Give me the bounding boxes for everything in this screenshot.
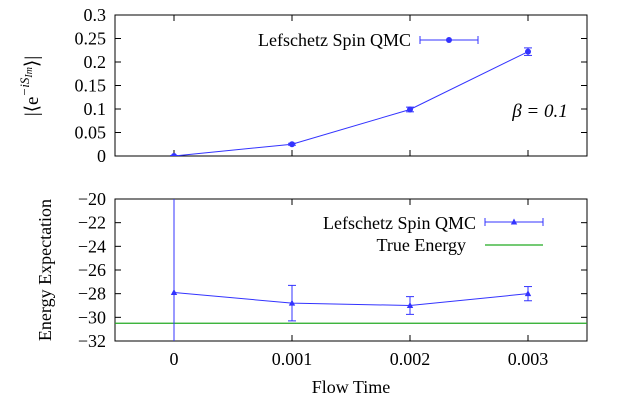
top-data-point: [407, 106, 413, 113]
top-y-tick-label: 0.15: [75, 76, 107, 96]
x-tick-label: 0: [170, 349, 179, 369]
bottom-data-point: [170, 288, 178, 295]
bottom-data-point: [524, 290, 532, 297]
bottom-y-tick-label: −28: [78, 284, 106, 304]
bottom-legend-swatches: [484, 218, 544, 246]
top-y-tick-label: 0: [97, 146, 106, 166]
bottom-y-tick-label: −20: [78, 189, 106, 209]
top-legend-label: Lefschetz Spin QMC: [258, 30, 411, 50]
svg-text:|⟨e−iSIm⟩|: |⟨e−iSIm⟩|: [17, 56, 43, 116]
top-series-line: [173, 51, 529, 156]
x-tick-label: 0.001: [272, 349, 313, 369]
bottom-y-axis-label: Energy Expectation: [35, 199, 55, 341]
top-data-point: [171, 153, 177, 156]
top-legend-marker: [446, 37, 452, 43]
bottom-series: [115, 199, 587, 341]
top-series: [170, 47, 532, 156]
bottom-legend-marker: [510, 218, 518, 225]
bottom-y-tick-label: −26: [78, 260, 106, 280]
x-tick-label: 0.003: [508, 349, 549, 369]
top-legend: Lefschetz Spin QMC: [258, 30, 479, 50]
bottom-y-tick-label: −24: [78, 236, 106, 256]
top-y-tick-label: 0.1: [84, 99, 107, 119]
x-axis-label: Flow Time: [312, 377, 391, 397]
top-annotation: β = 0.1: [511, 101, 568, 122]
bottom-data-point: [288, 299, 296, 306]
bottom-series-line: [173, 291, 529, 307]
top-y-axis-label: |⟨e−iSIm⟩|: [17, 56, 43, 116]
top-y-ticks: 0 0.05 0.1 0.15 0.2 0.25 0.3: [75, 5, 587, 166]
x-tick-label: 0.002: [390, 349, 431, 369]
top-y-tick-label: 0.3: [84, 5, 107, 25]
bottom-legend: Lefschetz Spin QMC True Energy: [323, 213, 544, 255]
bottom-y-ticks: −32 −30 −28 −26 −24 −22 −20: [78, 189, 587, 351]
top-legend-swatch: [419, 36, 479, 44]
top-y-tick-label: 0.2: [84, 52, 107, 72]
bottom-panel: −32 −30 −28 −26 −24 −22 −20 0 0.001 0.002 0.003 E…: [35, 189, 588, 397]
top-data-point: [289, 141, 295, 148]
top-y-tick-label: 0.05: [75, 123, 107, 143]
bottom-legend-label-1: True Energy: [377, 235, 467, 255]
bottom-y-tick-label: −30: [78, 307, 106, 327]
bottom-y-tick-label: −32: [78, 331, 106, 351]
top-y-tick-label: 0.25: [75, 29, 107, 49]
bottom-y-tick-label: −22: [78, 213, 106, 233]
top-data-point: [525, 48, 531, 55]
bottom-data-point: [406, 302, 414, 308]
bottom-legend-label-0: Lefschetz Spin QMC: [323, 213, 476, 233]
top-panel: 0 0.05 0.1 0.15 0.2 0.25 0.3 |⟨e−iSIm⟩| Lefsch…: [17, 5, 588, 166]
